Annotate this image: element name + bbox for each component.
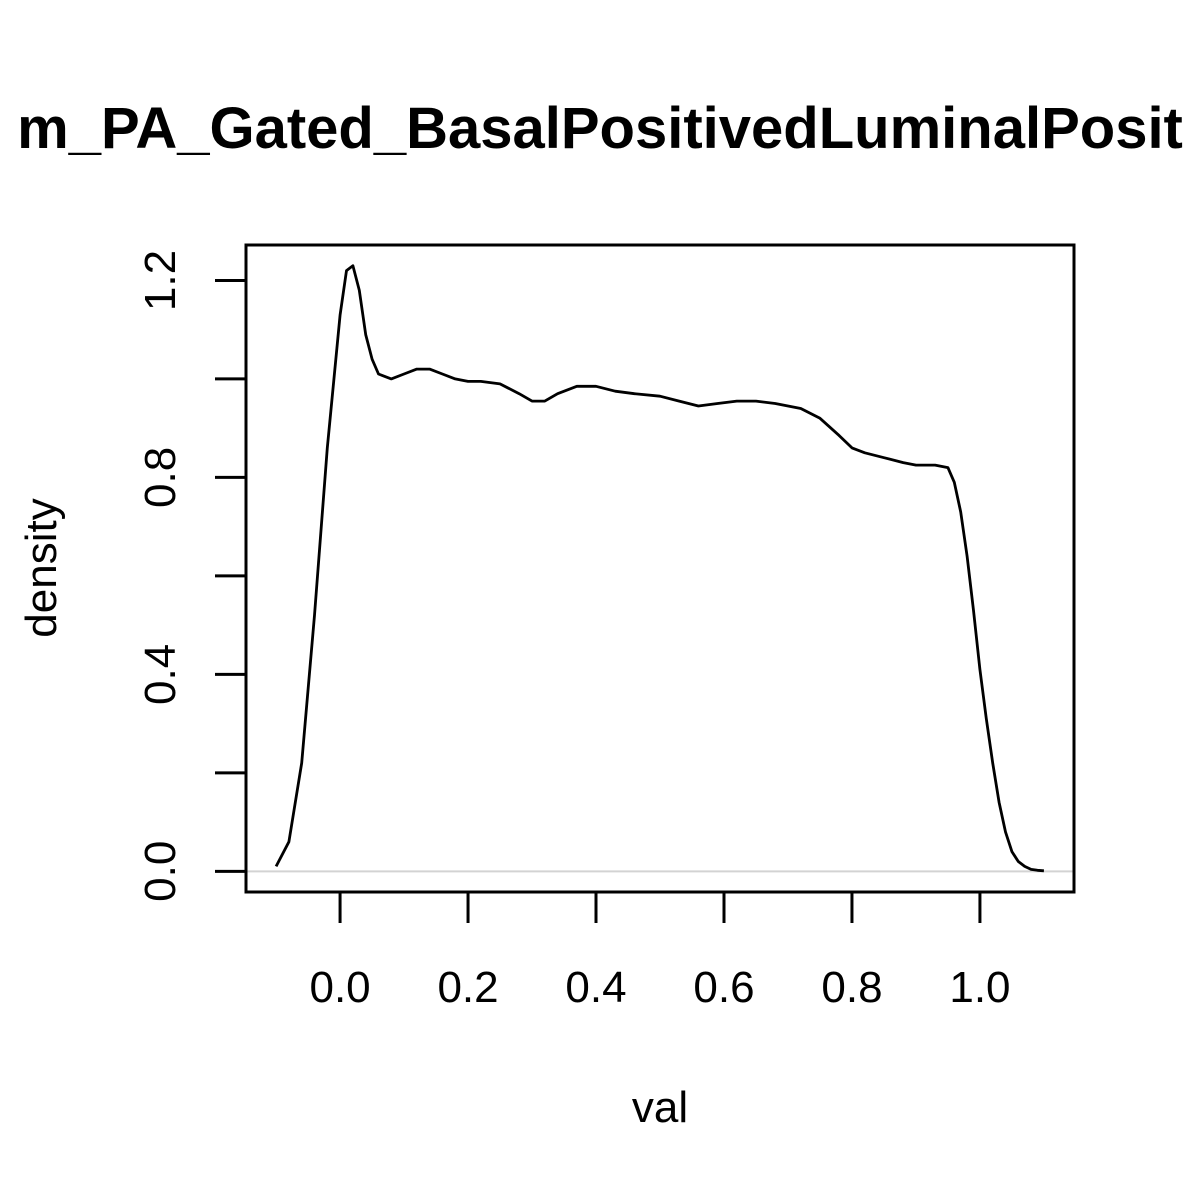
x-tick-label: 0.6 bbox=[693, 963, 754, 1012]
y-axis-label: density bbox=[17, 498, 66, 637]
x-tick-label: 1.0 bbox=[949, 963, 1010, 1012]
y-tick-label: 0.4 bbox=[136, 644, 185, 705]
y-axis-label-group: density bbox=[17, 498, 66, 637]
x-tick-label: 0.0 bbox=[309, 963, 370, 1012]
y-tick-label: 1.2 bbox=[136, 250, 185, 311]
plot-frame bbox=[244, 243, 1076, 894]
x-axis: 0.0 0.2 0.4 0.6 0.8 1.0 bbox=[309, 890, 1011, 1012]
y-tick-label: 0.0 bbox=[136, 841, 185, 902]
y-tick-label: 0.8 bbox=[136, 447, 185, 508]
y-axis: 0.0 0.4 0.8 1.2 bbox=[136, 250, 248, 902]
chart-title: m_PA_Gated_BasalPositivedLuminalPosit bbox=[17, 96, 1183, 161]
x-tick-label: 0.8 bbox=[821, 963, 882, 1012]
x-axis-label: val bbox=[632, 1083, 688, 1132]
density-curve bbox=[274, 264, 1045, 873]
x-tick-label: 0.2 bbox=[437, 963, 498, 1012]
x-tick-label: 0.4 bbox=[565, 963, 626, 1012]
